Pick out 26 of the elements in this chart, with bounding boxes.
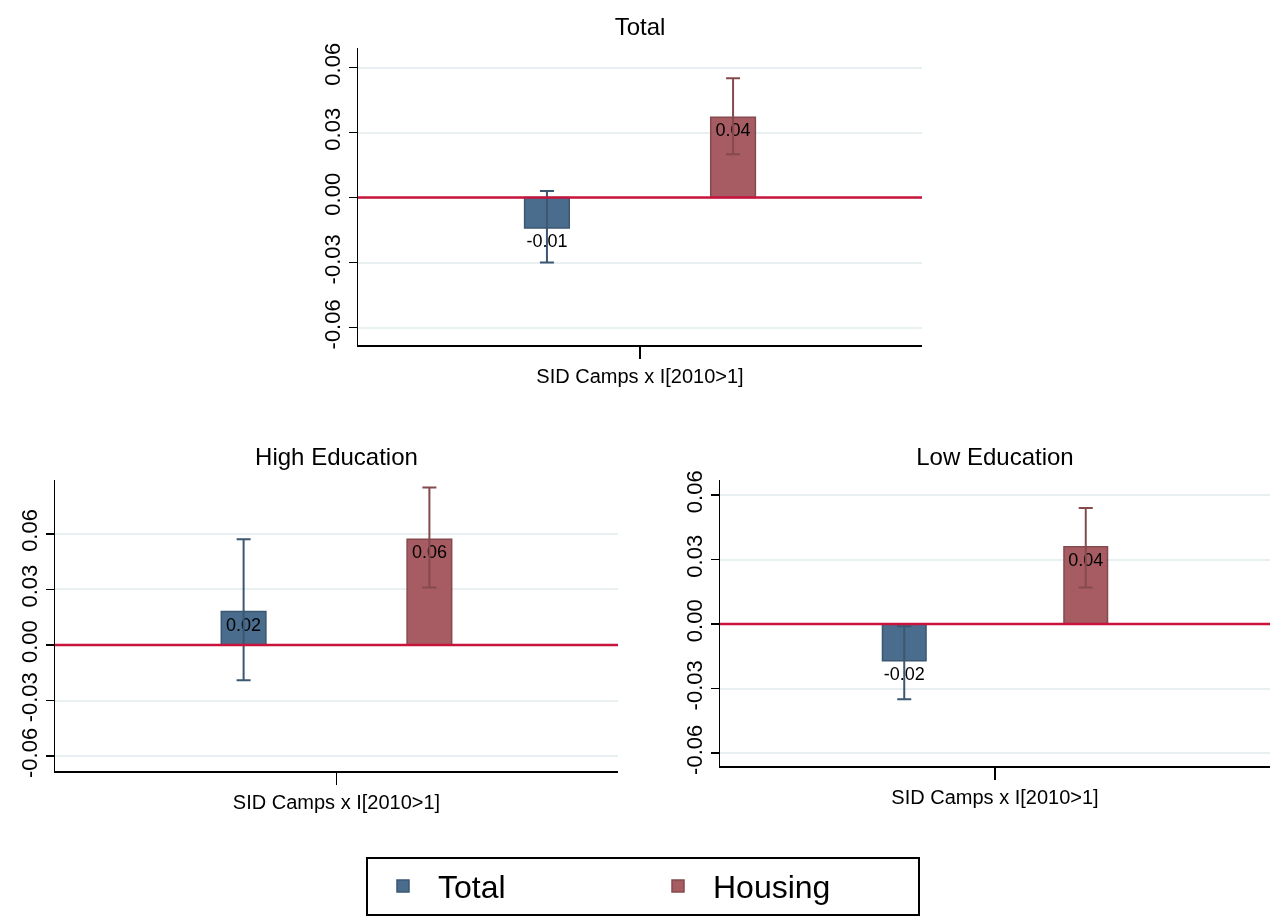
- y-tick-label: 0.06: [319, 42, 345, 86]
- legend-label: Housing: [713, 869, 831, 906]
- y-tick-label: 0.03: [681, 534, 707, 578]
- chart-title: Total: [614, 13, 666, 41]
- data-label: 0.04: [715, 120, 751, 141]
- data-label: 0.06: [411, 542, 447, 563]
- y-tick-label: 0.06: [681, 470, 707, 514]
- y-tick-label: -0.06: [319, 299, 345, 350]
- y-tick-label: 0.03: [319, 107, 345, 151]
- chart-title: Low Education: [916, 443, 1074, 471]
- y-tick-label: -0.03: [681, 660, 707, 711]
- y-tick-label: 0.06: [16, 509, 42, 552]
- legend-label: Total: [438, 869, 506, 906]
- x-tick-label: SID Camps x I[2010>1]: [891, 785, 1099, 808]
- y-tick-label: -0.03: [319, 234, 345, 285]
- y-tick-label: -0.06: [16, 727, 42, 778]
- y-tick-label: 0.00: [16, 620, 42, 664]
- chart-title: High Education: [255, 443, 418, 471]
- y-tick-label: -0.06: [681, 724, 707, 775]
- y-tick-label: 0.00: [681, 599, 707, 643]
- x-tick-label: SID Camps x I[2010>1]: [536, 364, 744, 387]
- y-tick-label: 0.03: [16, 564, 42, 608]
- x-tick-label: SID Camps x I[2010>1]: [232, 790, 441, 813]
- y-tick-label: 0.00: [319, 172, 345, 216]
- y-tick-label: -0.03: [16, 672, 42, 723]
- data-label: 0.02: [226, 614, 262, 635]
